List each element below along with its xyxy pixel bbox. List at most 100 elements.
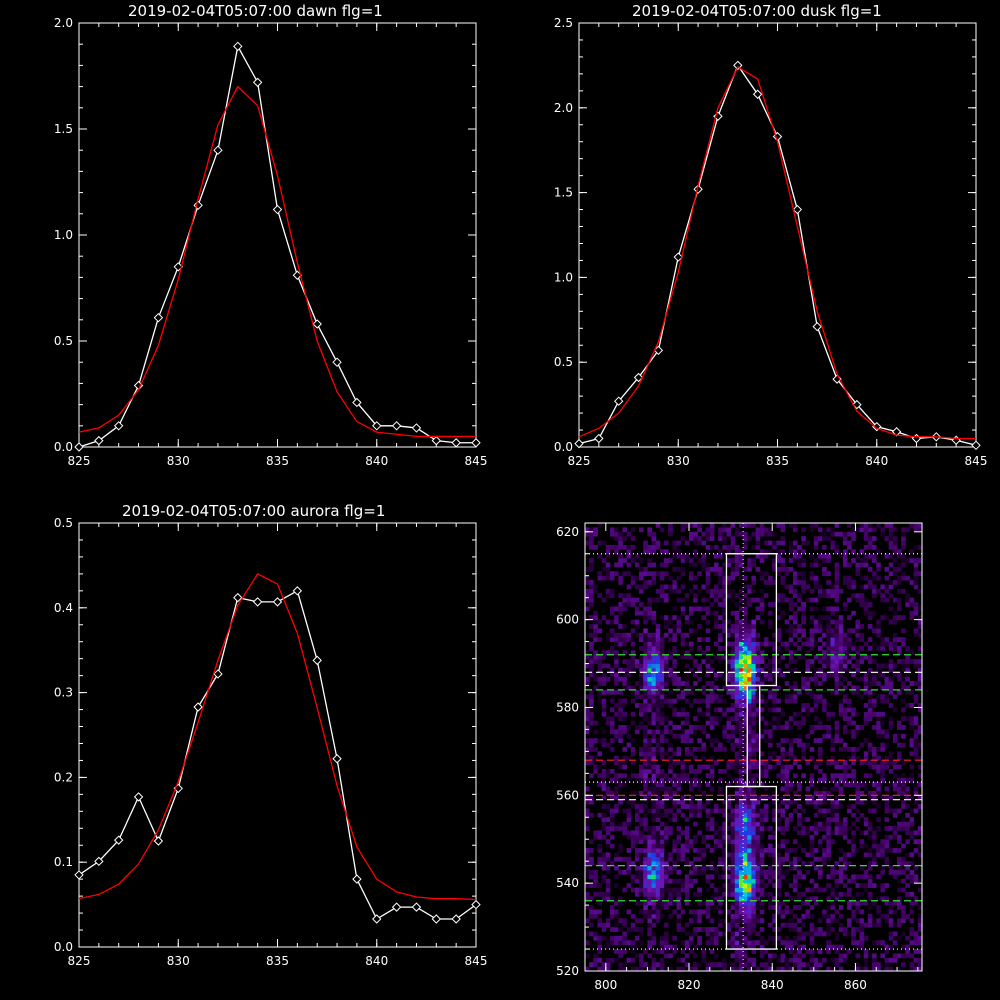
x-tick-label: 825 <box>68 954 91 968</box>
plot-frame <box>578 22 977 448</box>
y-tick-label: 2.0 <box>554 101 573 115</box>
y-tick-label: 520 <box>556 964 579 978</box>
data-point-marker <box>451 914 461 924</box>
data-point-marker <box>411 423 422 433</box>
data-point-marker <box>451 438 461 448</box>
y-tick-label: 1.0 <box>54 228 73 242</box>
y-tick-label: 600 <box>556 613 579 627</box>
chart-aurora: 825 830 835 840 845 0.0 0.1 0.2 0.3 0.4 0.5 <box>54 516 488 968</box>
data-point-marker <box>312 655 322 666</box>
y-tick-label: 2.0 <box>54 16 73 30</box>
data-point-marker <box>113 835 124 845</box>
y-tick-label: 2.5 <box>554 16 573 30</box>
y-tick-label: 620 <box>556 525 579 539</box>
data-point-marker <box>213 669 223 679</box>
data-point-marker <box>411 902 422 912</box>
y-tick-label: 0.4 <box>54 601 73 615</box>
fit-curve <box>578 66 976 440</box>
chart-title-dawn: 2019-02-04T05:07:00 dawn flg=1 <box>128 2 383 20</box>
data-point-marker <box>233 592 243 603</box>
data-point-marker <box>812 321 822 332</box>
data-point-marker <box>94 856 104 867</box>
region-box <box>746 684 761 788</box>
y-tick-label: 540 <box>556 876 579 890</box>
fit-curve <box>78 85 476 438</box>
data-point-marker <box>272 597 283 607</box>
data-point-marker <box>193 702 203 712</box>
data-point-marker <box>911 433 922 444</box>
x-tick-label: 835 <box>766 454 789 468</box>
heatmap-cells <box>585 523 923 972</box>
data-point-marker <box>332 357 342 367</box>
data-point-marker <box>431 914 442 924</box>
x-tick-label: 845 <box>965 454 988 468</box>
x-tick-label: 840 <box>365 454 388 468</box>
data-point-marker <box>352 397 362 408</box>
data-point-marker <box>971 440 981 451</box>
y-tick-label: 0.3 <box>54 686 73 700</box>
chart-dawn: 825 830 835 840 845 0.0 0.5 1.0 1.5 2.0 <box>54 16 488 468</box>
y-tick-label: 0.1 <box>54 855 73 869</box>
chart-title-aurora: 2019-02-04T05:07:00 aurora flg=1 <box>122 502 386 520</box>
y-tick-label: 0.5 <box>554 355 573 369</box>
data-point-marker <box>113 421 124 431</box>
data-point-marker <box>613 396 624 406</box>
data-point-marker <box>153 836 164 846</box>
x-tick-label: 835 <box>266 454 289 468</box>
x-tick-label: 825 <box>568 454 591 468</box>
data-point-marker <box>332 754 342 764</box>
data-point-marker <box>272 204 283 215</box>
data-point-marker <box>74 442 84 452</box>
data-point-marker <box>951 435 961 445</box>
data-point-marker <box>574 438 584 449</box>
data-point-marker <box>252 597 263 607</box>
y-tick-label: 1.5 <box>54 122 73 136</box>
data-point-marker <box>673 252 683 262</box>
y-tick-label: 1.0 <box>554 270 573 284</box>
heatmap-image: 800 820 840 860 520 540 560 580 600 620 <box>556 522 923 992</box>
plot-frame <box>78 522 477 948</box>
data-point-marker <box>352 874 362 884</box>
x-tick-label: 840 <box>865 454 888 468</box>
data-point-marker <box>633 372 644 383</box>
x-tick-label: 825 <box>68 454 91 468</box>
data-point-marker <box>693 184 703 194</box>
x-tick-label: 830 <box>167 954 190 968</box>
data-point-marker <box>391 902 402 912</box>
data-point-marker <box>133 792 144 802</box>
data-series-line <box>78 589 477 920</box>
y-tick-label: 580 <box>556 700 579 714</box>
y-tick-label: 0.0 <box>54 440 73 454</box>
y-tick-label: 0.5 <box>54 516 73 530</box>
data-series-line <box>578 64 977 446</box>
x-tick-label: 840 <box>761 978 784 992</box>
data-point-marker <box>233 41 243 52</box>
plot-frame <box>584 522 923 972</box>
x-tick-label: 840 <box>365 954 388 968</box>
data-point-marker <box>594 433 604 444</box>
y-tick-label: 0.2 <box>54 770 73 784</box>
x-tick-label: 820 <box>678 978 701 992</box>
x-tick-label: 845 <box>465 954 488 968</box>
x-tick-label: 835 <box>266 954 289 968</box>
y-tick-label: 0.0 <box>54 940 73 954</box>
data-point-marker <box>471 438 481 448</box>
data-point-marker <box>431 435 442 446</box>
data-point-marker <box>471 899 481 910</box>
y-tick-label: 560 <box>556 788 579 802</box>
fit-curve <box>78 573 477 901</box>
x-tick-label: 800 <box>594 978 617 992</box>
data-point-marker <box>372 914 382 924</box>
x-tick-label: 860 <box>844 978 867 992</box>
data-point-marker <box>733 60 743 71</box>
y-tick-label: 0.0 <box>554 440 573 454</box>
data-point-marker <box>213 145 223 155</box>
chart-title-dusk: 2019-02-04T05:07:00 dusk flg=1 <box>632 2 882 20</box>
data-point-marker <box>391 421 402 431</box>
data-point-marker <box>153 312 164 323</box>
x-tick-label: 845 <box>465 454 488 468</box>
y-tick-label: 0.5 <box>54 334 73 348</box>
data-point-marker <box>292 586 303 596</box>
data-point-marker <box>252 77 263 88</box>
chart-dusk: 825 830 835 840 845 0.0 0.5 1.0 1.5 2.0 2.5 <box>554 16 988 468</box>
